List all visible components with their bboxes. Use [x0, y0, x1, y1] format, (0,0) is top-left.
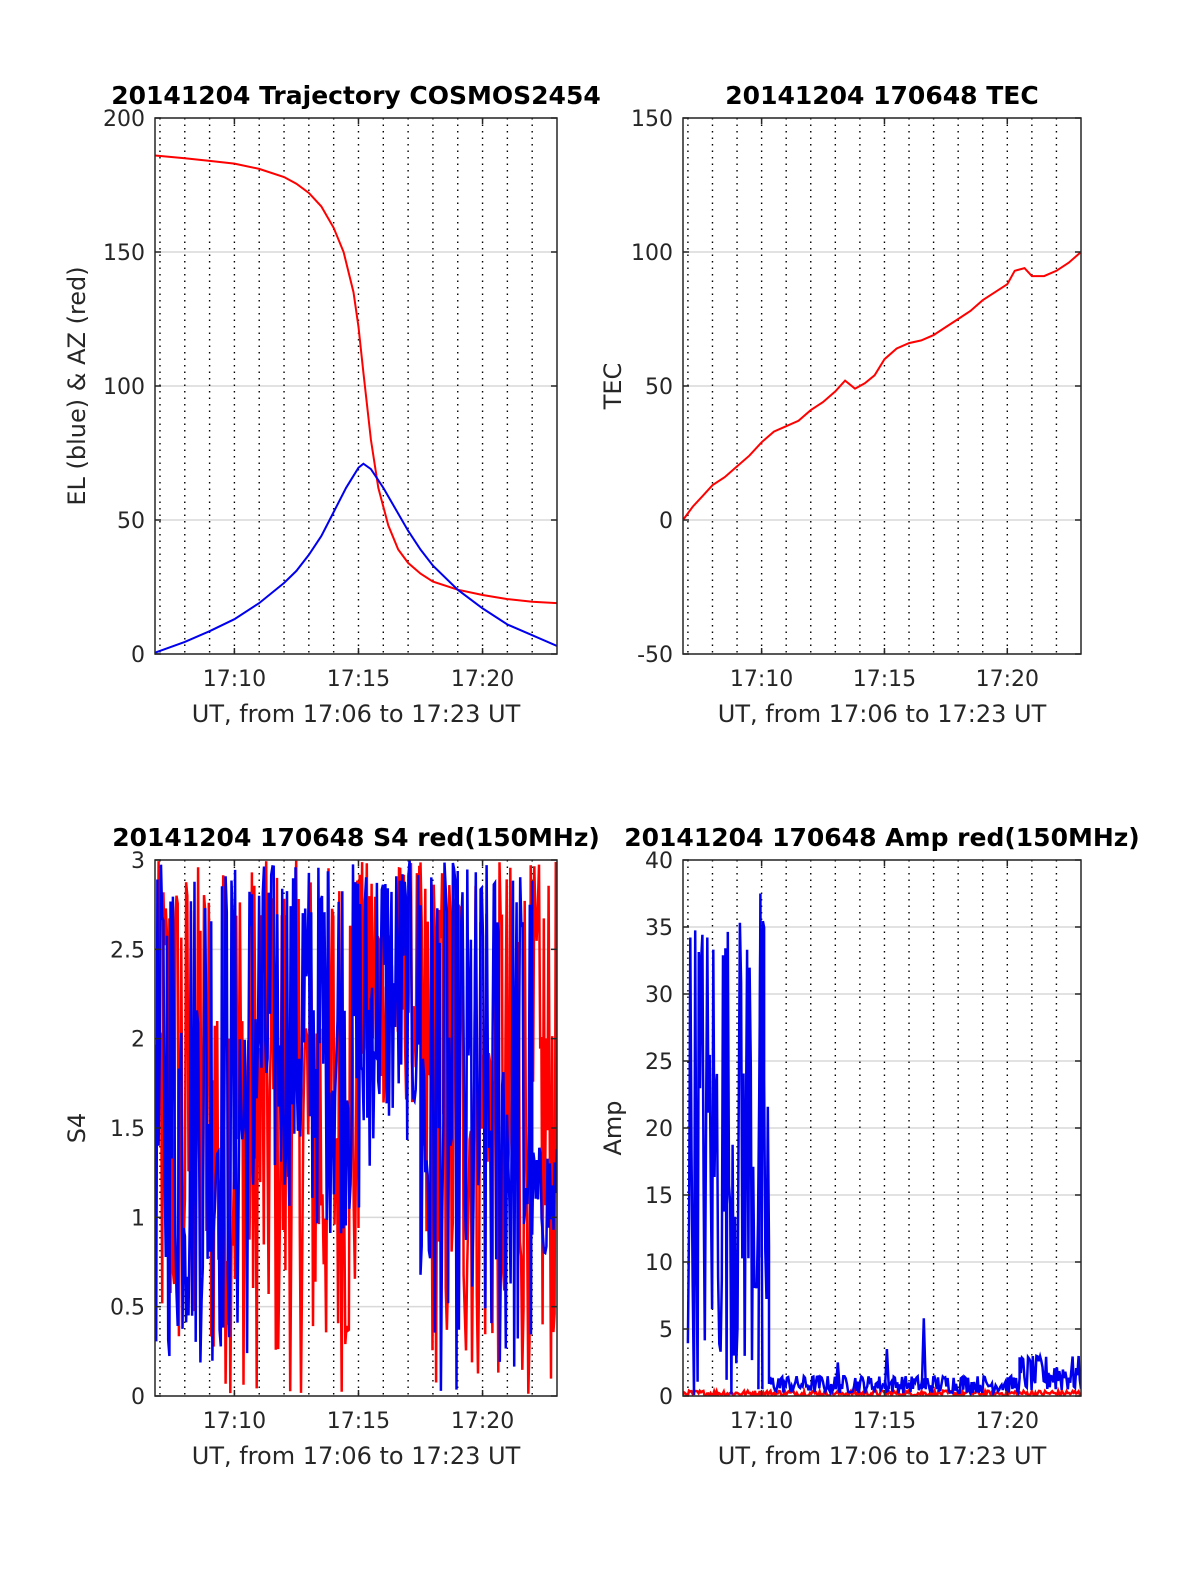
y-axis-label: S4 [63, 1113, 91, 1144]
series-group [683, 893, 1081, 1396]
series-peak [834, 1362, 842, 1390]
y-tick-label: 0 [659, 509, 673, 534]
x-tick-label: 17:20 [976, 1409, 1039, 1434]
series-noise-0 [683, 1386, 1081, 1396]
y-tick-label: 35 [645, 916, 673, 941]
series-noise-1 [686, 920, 1081, 1396]
y-tick-label: 1 [131, 1206, 145, 1231]
x-axis-label: UT, from 17:06 to 17:23 UT [192, 1442, 521, 1470]
y-tick-label: 1.5 [110, 1117, 145, 1142]
chart-title: 20141204 Trajectory COSMOS2454 [111, 81, 601, 110]
y-axis-label: TEC [599, 363, 627, 411]
chart-panel-amp: 0 5 10 15 20 25 30 35 40 17:10 17:15 17:20 20141204 … [599, 823, 1140, 1470]
series-group [155, 154, 557, 654]
y-tick-label: 20 [645, 1117, 673, 1142]
y-tick-label: 150 [631, 107, 673, 132]
series-peak [920, 1318, 928, 1390]
y-tick-label: 150 [103, 241, 145, 266]
y-tick-label: 30 [645, 983, 673, 1008]
chart-title: 20141204 170648 S4 red(150MHz) [112, 823, 600, 852]
y-tick-label: 0 [659, 1385, 673, 1410]
y-tick-label: 2 [131, 1028, 145, 1053]
y-tick-label: 3 [131, 849, 145, 874]
series-group [155, 860, 557, 1394]
x-tick-label: 17:20 [976, 667, 1039, 692]
y-tick-label: 0 [131, 1385, 145, 1410]
x-tick-label: 17:20 [451, 1409, 514, 1434]
x-tick-label: 17:15 [853, 667, 916, 692]
y-tick-label: 5 [659, 1318, 673, 1343]
y-tick-label: 40 [645, 849, 673, 874]
y-tick-label: 2.5 [110, 938, 145, 963]
x-tick-label: 17:10 [730, 667, 793, 692]
chart-panel-tec: -50 0 50 100 150 17:10 17:15 17:20 20141204 1706… [599, 81, 1082, 728]
y-tick-label: 100 [103, 375, 145, 400]
series-line-0 [155, 154, 557, 605]
x-tick-label: 17:20 [451, 667, 514, 692]
x-axis-label: UT, from 17:06 to 17:23 UT [718, 700, 1047, 728]
series-group [683, 251, 1081, 521]
chart-panel-trajectory: 0 50 100 150 200 17:10 17:15 17:20 20141204 Traj… [63, 81, 601, 728]
x-tick-label: 17:10 [203, 667, 266, 692]
y-tick-label: 50 [645, 375, 673, 400]
chart-title: 20141204 170648 Amp red(150MHz) [624, 823, 1140, 852]
y-tick-label: 25 [645, 1050, 673, 1075]
series-peak [883, 1349, 891, 1390]
x-tick-label: 17:15 [327, 667, 390, 692]
x-axis-label: UT, from 17:06 to 17:23 UT [192, 700, 521, 728]
series-peak [757, 893, 764, 1390]
y-tick-label: 100 [631, 241, 673, 266]
chart-panel-s4: 0 0.5 1 1.5 2 2.5 3 17:10 17:15 17:20 20141204 170… [63, 823, 600, 1470]
x-axis-label: UT, from 17:06 to 17:23 UT [718, 1442, 1047, 1470]
series-line-1 [155, 462, 557, 654]
x-tick-label: 17:15 [327, 1409, 390, 1434]
y-tick-label: 0.5 [110, 1296, 145, 1321]
x-tick-label: 17:10 [730, 1409, 793, 1434]
y-tick-label: 15 [645, 1184, 673, 1209]
x-tick-label: 17:15 [853, 1409, 916, 1434]
chart-title: 20141204 170648 TEC [725, 81, 1038, 110]
y-tick-label: 0 [131, 643, 145, 668]
y-tick-label: 200 [103, 107, 145, 132]
y-tick-label: 10 [645, 1251, 673, 1276]
x-tick-label: 17:10 [203, 1409, 266, 1434]
y-axis-label: Amp [599, 1100, 627, 1155]
y-tick-label: -50 [637, 643, 673, 668]
series-noise-1 [155, 860, 557, 1391]
series-line-0 [683, 251, 1081, 521]
y-tick-label: 50 [117, 509, 145, 534]
y-axis-label: EL (blue) & AZ (red) [63, 266, 91, 505]
